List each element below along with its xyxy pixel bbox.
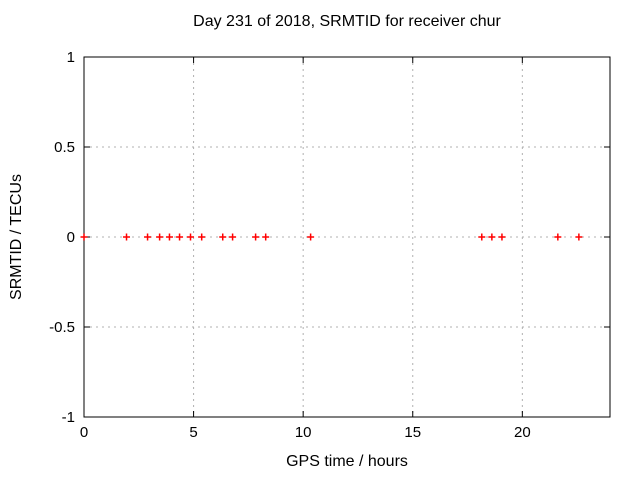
data-point-marker <box>80 233 88 241</box>
data-point-marker <box>198 233 206 241</box>
data-point-marker <box>252 233 260 241</box>
y-tick-label: 1 <box>67 49 75 66</box>
data-point-marker <box>554 233 562 241</box>
chart-title: Day 231 of 2018, SRMTID for receiver chu… <box>193 13 501 30</box>
data-point-marker <box>229 233 237 241</box>
x-tick-label: 15 <box>404 424 421 441</box>
data-point-marker <box>123 233 131 241</box>
x-tick-label: 10 <box>295 424 312 441</box>
data-point-marker <box>176 233 184 241</box>
data-point-marker <box>478 233 486 241</box>
data-point-marker <box>262 233 270 241</box>
x-tick-label: 0 <box>80 424 88 441</box>
data-point-marker <box>144 233 152 241</box>
x-axis-label: GPS time / hours <box>286 453 408 470</box>
x-tick-label: 5 <box>189 424 197 441</box>
data-point-marker <box>187 233 195 241</box>
y-tick-label: -1 <box>62 409 75 426</box>
data-point-marker <box>498 233 506 241</box>
data-point-marker <box>219 233 227 241</box>
data-point-marker <box>307 233 315 241</box>
data-point-marker <box>156 233 164 241</box>
y-tick-label: 0 <box>67 229 75 246</box>
data-point-marker <box>165 233 173 241</box>
data-point-marker <box>575 233 583 241</box>
y-tick-label: 0.5 <box>54 139 75 156</box>
y-tick-label: -0.5 <box>49 319 75 336</box>
x-tick-label: 20 <box>514 424 531 441</box>
data-point-marker <box>488 233 496 241</box>
